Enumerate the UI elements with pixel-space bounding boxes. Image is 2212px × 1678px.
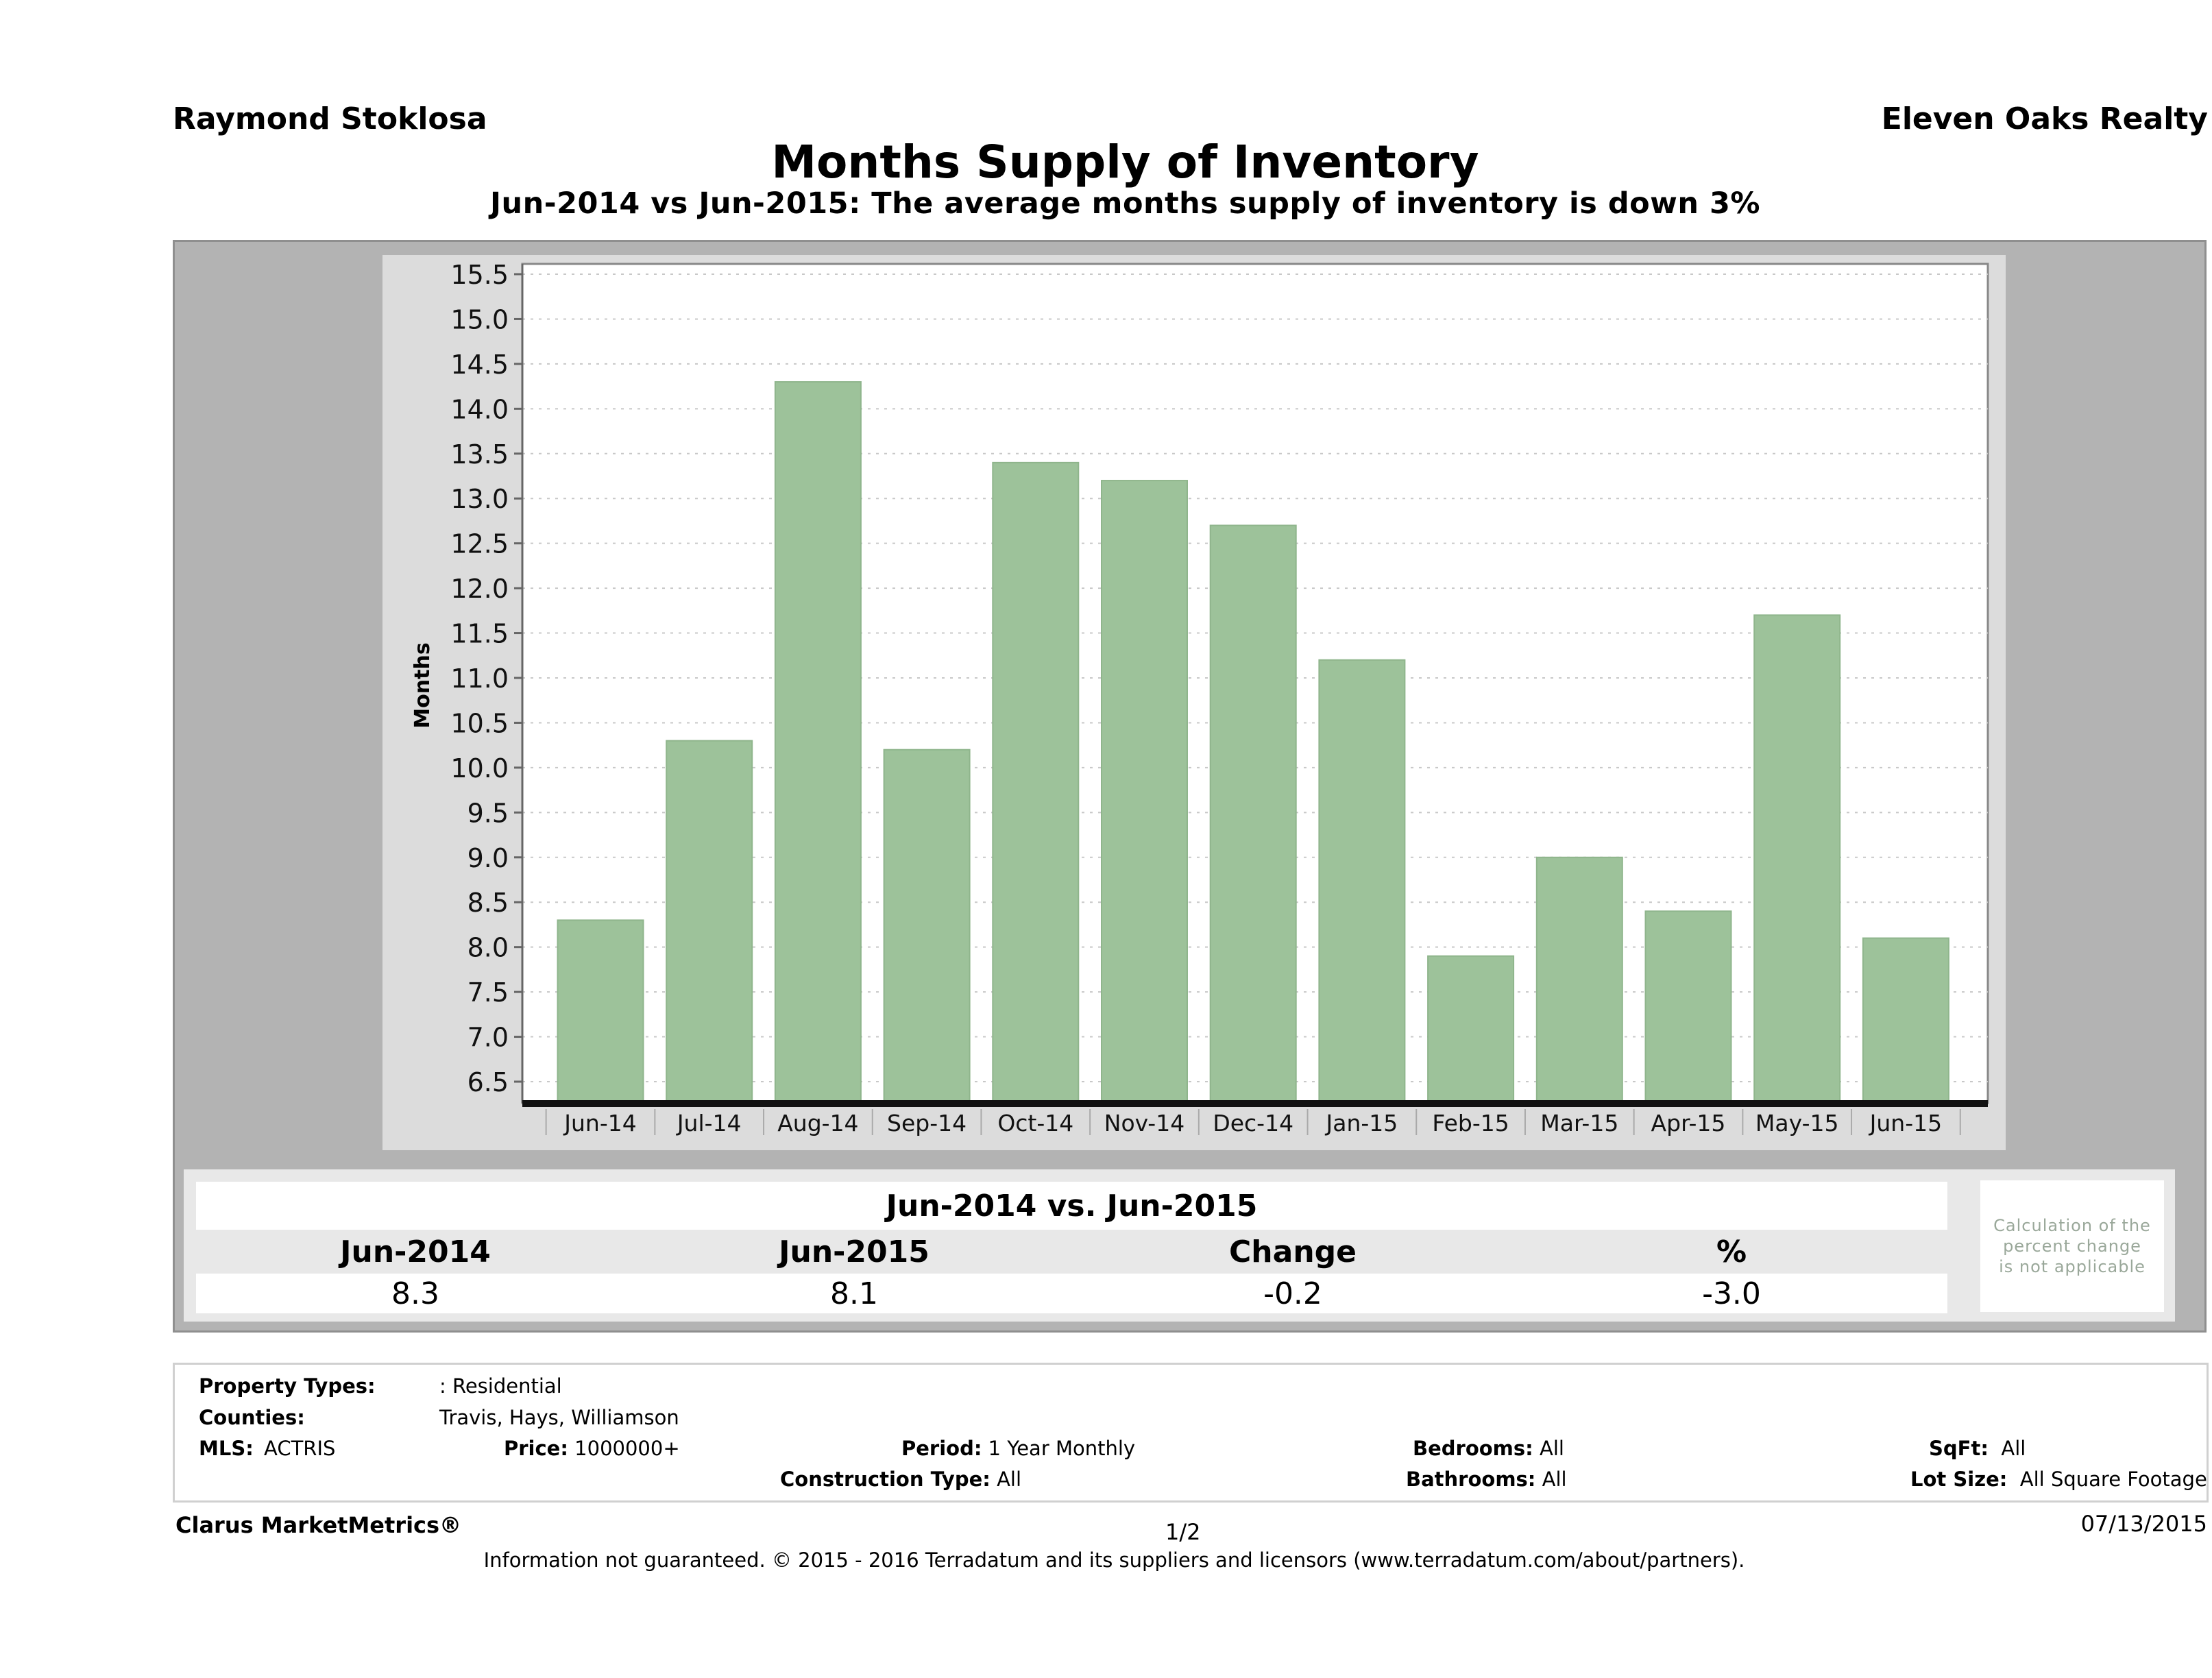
bar-aug-14 xyxy=(774,381,862,1104)
mls-value: ACTRIS xyxy=(264,1437,336,1460)
y-tick-label: 11.0 xyxy=(450,664,509,694)
summary-heading: Jun-2014 vs. Jun-2015 xyxy=(886,1188,1258,1224)
x-tick-label: May-15 xyxy=(1755,1110,1839,1136)
x-tick-label: Aug-14 xyxy=(777,1110,858,1136)
y-tick-label: 10.5 xyxy=(450,708,509,738)
value-jun-2014: 8.3 xyxy=(391,1276,439,1311)
brand-name: Clarus MarketMetrics® xyxy=(175,1512,462,1538)
property-types-label: Property Types: xyxy=(199,1374,376,1398)
criteria-box: Property Types: : Residential Counties: … xyxy=(173,1363,2209,1503)
page-number: 1/2 xyxy=(1165,1519,1201,1545)
bar-may-15 xyxy=(1753,614,1841,1104)
x-tick-label: Apr-15 xyxy=(1651,1110,1726,1136)
period-label: Period: xyxy=(901,1437,982,1460)
x-tick-label: Sep-14 xyxy=(887,1110,967,1136)
y-tick-label: 12.0 xyxy=(450,574,509,604)
summary-table: Jun-2014 vs. Jun-2015 Jun-2014 Jun-2015 … xyxy=(184,1169,1983,1322)
bar-sep-14 xyxy=(883,749,971,1104)
report-title: Months Supply of Inventory xyxy=(771,136,1479,189)
construction-type-label: Construction Type: xyxy=(780,1468,990,1491)
column-header: % xyxy=(1716,1234,1747,1269)
disclaimer: Information not guaranteed. © 2015 - 201… xyxy=(483,1548,1745,1572)
lot-size-label: Lot Size: xyxy=(1910,1468,2008,1491)
value-change: -0.2 xyxy=(1263,1276,1322,1311)
company-name: Eleven Oaks Realty xyxy=(1881,101,2208,136)
percent-note-text: Calculation of the percent change is not… xyxy=(1993,1216,2151,1276)
bar-jul-14 xyxy=(666,740,753,1104)
summary-header-row: Jun-2014 Jun-2015 Change % xyxy=(196,1230,1947,1274)
x-tick-label: Feb-15 xyxy=(1432,1110,1509,1136)
price-value: 1000000+ xyxy=(574,1437,680,1460)
y-tick-label: 13.0 xyxy=(450,484,509,514)
x-tick-label: Jan-15 xyxy=(1325,1110,1398,1136)
bar-jan-15 xyxy=(1318,659,1406,1104)
y-tick-label: 13.5 xyxy=(450,439,509,470)
mls-label: MLS: xyxy=(199,1437,254,1460)
y-tick-label: 9.5 xyxy=(467,798,509,828)
x-axis: Jun-14 Jul-14 Aug-14 Sep-14 Oct-14 Nov-14 Dec-… xyxy=(522,1100,1988,1136)
value-percent: -3.0 xyxy=(1702,1276,1761,1311)
bar-dec-14 xyxy=(1209,524,1297,1104)
y-tick-label: 10.0 xyxy=(450,753,509,783)
bar-mar-15 xyxy=(1535,856,1623,1104)
bedrooms-value: All xyxy=(1539,1437,1564,1460)
column-header: Jun-2014 xyxy=(340,1234,491,1269)
agent-name: Raymond Stoklosa xyxy=(173,101,487,136)
lot-size-value: All Square Footage xyxy=(2019,1468,2207,1491)
y-tick-label: 14.5 xyxy=(450,350,509,380)
bar-nov-14 xyxy=(1101,480,1188,1104)
column-header: Change xyxy=(1229,1234,1357,1269)
construction-type-value: All xyxy=(997,1468,1022,1491)
bathrooms-value: All xyxy=(1542,1468,1567,1491)
y-tick-label: 14.0 xyxy=(450,394,509,424)
y-tick-label: 9.0 xyxy=(467,843,509,873)
sqft-label: SqFt: xyxy=(1929,1437,1989,1460)
y-tick-label: 7.0 xyxy=(467,1023,509,1053)
x-tick-label: Nov-14 xyxy=(1104,1110,1184,1136)
sqft-value: All xyxy=(2001,1437,2026,1460)
y-tick-label: 8.0 xyxy=(467,933,509,963)
counties-value: Travis, Hays, Williamson xyxy=(439,1406,679,1429)
bar-feb-15 xyxy=(1427,955,1515,1104)
bathrooms-label: Bathrooms: xyxy=(1406,1468,1536,1491)
summary-heading-row: Jun-2014 vs. Jun-2015 xyxy=(196,1182,1947,1230)
y-tick-label: 15.0 xyxy=(450,304,509,335)
x-tick-label: Mar-15 xyxy=(1540,1110,1618,1136)
bedrooms-label: Bedrooms: xyxy=(1413,1437,1533,1460)
x-tick-label: Jun-15 xyxy=(1869,1110,1942,1136)
period-value: 1 Year Monthly xyxy=(988,1437,1136,1460)
y-tick-label: 7.5 xyxy=(467,977,509,1008)
y-tick-label: 12.5 xyxy=(450,529,509,559)
y-tick-label: 11.5 xyxy=(450,619,509,649)
x-tick-label: Oct-14 xyxy=(997,1110,1073,1136)
y-axis-label: Months xyxy=(411,642,435,728)
x-tick-label: Dec-14 xyxy=(1213,1110,1293,1136)
property-types-value: : Residential xyxy=(439,1374,562,1398)
report-subtitle: Jun-2014 vs Jun-2015: The average months… xyxy=(490,186,1760,221)
bar-oct-14 xyxy=(992,461,1080,1104)
y-axis: 6.5 7.0 7.5 8.0 8.5 9.0 9.5 10.0 10.5 11.0 11.5 12.… xyxy=(450,260,524,1103)
bar-jun-14 xyxy=(557,919,644,1104)
bar-apr-15 xyxy=(1644,910,1732,1104)
value-jun-2015: 8.1 xyxy=(830,1276,878,1311)
column-header: Jun-2015 xyxy=(779,1234,929,1269)
y-tick-label: 6.5 xyxy=(467,1067,509,1097)
summary-values-row: 8.3 8.1 -0.2 -3.0 xyxy=(196,1274,1947,1313)
report-date: 07/13/2015 xyxy=(2080,1511,2207,1537)
bars xyxy=(557,381,1949,1104)
x-axis-line xyxy=(522,1100,1988,1107)
bar-jun-15 xyxy=(1862,937,1949,1104)
percent-note: Calculation of the percent change is not… xyxy=(1980,1180,2164,1312)
x-tick-label: Jul-14 xyxy=(676,1110,742,1136)
y-tick-label: 15.5 xyxy=(450,260,509,290)
counties-label: Counties: xyxy=(199,1406,305,1429)
y-tick-label: 8.5 xyxy=(467,888,509,918)
price-label: Price: xyxy=(504,1437,568,1460)
x-tick-label: Jun-14 xyxy=(563,1110,636,1136)
